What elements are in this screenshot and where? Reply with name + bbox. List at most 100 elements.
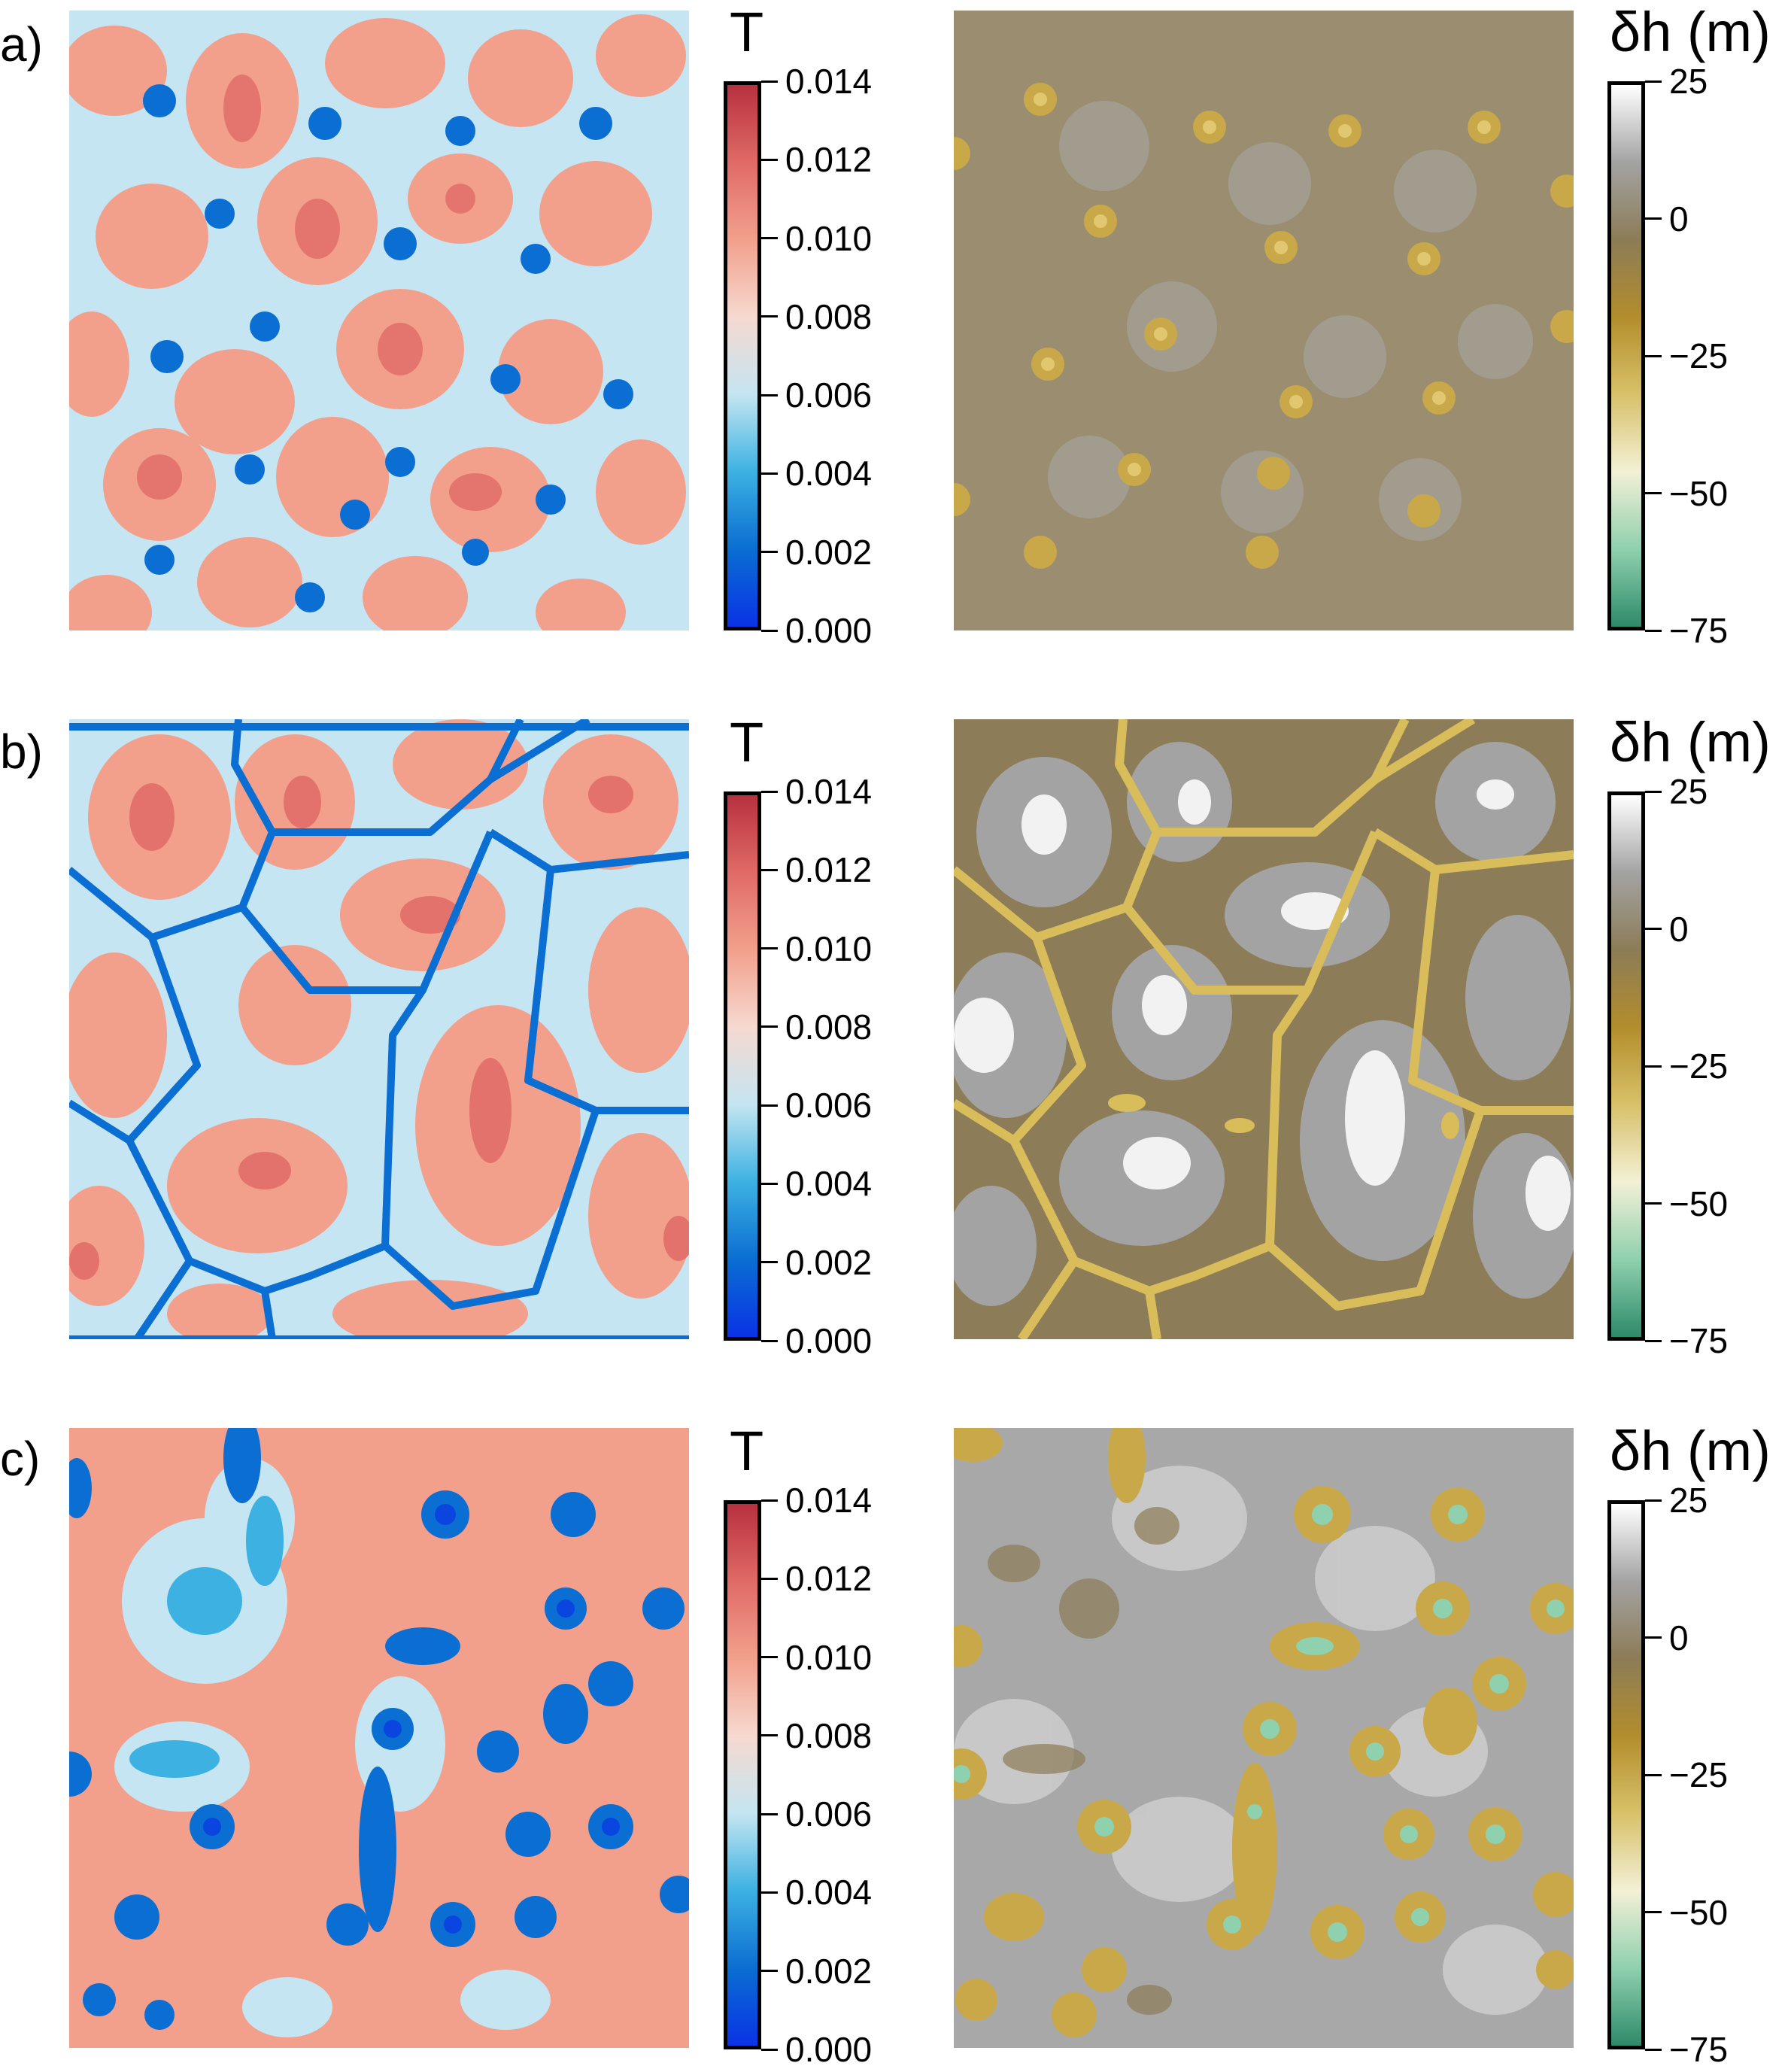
colorbar-T-tick-0-0 <box>761 629 778 632</box>
height-field-c <box>954 1428 1574 2048</box>
colorbar-T-tick-2-0 <box>761 2048 778 2051</box>
panel-label-c: c) <box>0 1432 41 1486</box>
colorbar-T-tick-label-1-1: 0.002 <box>785 1242 873 1282</box>
colorbar-dh-a <box>1607 81 1645 630</box>
colorbar-dh-tick-2-3 <box>1645 1911 1662 1913</box>
colorbar-dh-tick-0-4 <box>1645 629 1662 632</box>
colorbar-T-tick-2-4 <box>761 1734 778 1737</box>
colorbar-title-T-a: T <box>730 1 764 63</box>
colorbar-T-tick-0-7 <box>761 80 778 83</box>
temperature-map-b <box>69 719 689 1339</box>
colorbar-dh-tick-2-2 <box>1645 1773 1662 1776</box>
height-field-a <box>954 11 1574 630</box>
colorbar-T-a <box>724 81 761 630</box>
colorbar-T-tick-label-2-0: 0.000 <box>785 2030 873 2069</box>
colorbar-dh-tick-2-1 <box>1645 1636 1662 1639</box>
colorbar-T-tick-2-6 <box>761 1577 778 1580</box>
colorbar-dh-tick-label-2-4: −75 <box>1669 2030 1729 2069</box>
colorbar-title-dh-a: δh (m) <box>1610 1 1771 63</box>
colorbar-T-tick-label-2-7: 0.014 <box>785 1481 873 1520</box>
colorbar-T-c <box>724 1500 761 2049</box>
colorbar-T-tick-label-0-7: 0.014 <box>785 62 873 101</box>
colorbar-dh-tick-label-1-4: −75 <box>1669 1321 1729 1360</box>
panel-label-a: a) <box>0 17 43 71</box>
temperature-field-a <box>69 11 689 630</box>
colorbar-T-tick-label-2-1: 0.002 <box>785 1951 873 1991</box>
height-map-c <box>954 1428 1574 2048</box>
colorbar-title-T-b: T <box>730 711 764 773</box>
colorbar-dh-tick-0-2 <box>1645 354 1662 357</box>
colorbar-T-tick-label-1-7: 0.014 <box>785 772 873 811</box>
colorbar-T-tick-0-1 <box>761 551 778 554</box>
colorbar-dh-tick-label-0-4: −75 <box>1669 611 1729 650</box>
colorbar-T-tick-0-3 <box>761 393 778 396</box>
temperature-field-c <box>69 1428 689 2048</box>
colorbar-dh-tick-label-0-3: −50 <box>1669 473 1729 513</box>
height-map-b <box>954 719 1574 1339</box>
colorbar-dh-tick-0-1 <box>1645 217 1662 220</box>
colorbar-dh-tick-label-2-2: −25 <box>1669 1755 1729 1794</box>
colorbar-T-tick-label-1-4: 0.008 <box>785 1007 873 1047</box>
colorbar-T-tick-1-0 <box>761 1339 778 1342</box>
colorbar-T-tick-2-7 <box>761 1499 778 1502</box>
colorbar-T-tick-label-1-3: 0.006 <box>785 1086 873 1126</box>
colorbar-dh-tick-0-0 <box>1645 80 1662 83</box>
temperature-map-c <box>69 1428 689 2048</box>
colorbar-T-tick-1-6 <box>761 868 778 871</box>
height-map-a <box>954 11 1574 630</box>
colorbar-T-tick-label-2-5: 0.010 <box>785 1637 873 1677</box>
colorbar-T-tick-label-0-3: 0.006 <box>785 375 873 415</box>
colorbar-T-tick-label-0-5: 0.010 <box>785 218 873 258</box>
colorbar-T-tick-1-4 <box>761 1025 778 1028</box>
colorbar-dh-tick-label-1-2: −25 <box>1669 1047 1729 1086</box>
colorbar-T-tick-0-6 <box>761 158 778 161</box>
colorbar-T-b <box>724 791 761 1341</box>
colorbar-dh-tick-label-2-3: −50 <box>1669 1892 1729 1932</box>
colorbar-dh-tick-1-1 <box>1645 928 1662 930</box>
colorbar-T-tick-label-1-2: 0.004 <box>785 1164 873 1204</box>
colorbar-T-tick-label-0-6: 0.012 <box>785 140 873 180</box>
colorbar-dh-tick-1-4 <box>1645 1339 1662 1342</box>
colorbar-dh-tick-label-1-0: 25 <box>1669 772 1708 811</box>
colorbar-dh-tick-1-3 <box>1645 1202 1662 1205</box>
temperature-field-b <box>69 719 689 1339</box>
colorbar-T-tick-label-0-0: 0.000 <box>785 611 873 650</box>
colorbar-T-tick-label-2-4: 0.008 <box>785 1715 873 1755</box>
colorbar-title-dh-c: δh (m) <box>1610 1420 1771 1482</box>
colorbar-dh-tick-label-1-3: −50 <box>1669 1183 1729 1223</box>
colorbar-T-tick-0-2 <box>761 472 778 475</box>
colorbar-dh-tick-1-2 <box>1645 1065 1662 1068</box>
colorbar-T-tick-label-2-6: 0.012 <box>785 1559 873 1599</box>
colorbar-dh-tick-label-0-1: 0 <box>1669 199 1689 238</box>
colorbar-T-tick-label-1-6: 0.012 <box>785 850 873 890</box>
colorbar-T-tick-label-1-5: 0.010 <box>785 928 873 968</box>
colorbar-T-tick-label-0-4: 0.008 <box>785 296 873 336</box>
colorbar-dh-tick-2-4 <box>1645 2048 1662 2051</box>
colorbar-dh-tick-label-2-0: 25 <box>1669 1481 1708 1520</box>
temperature-map-a <box>69 11 689 630</box>
colorbar-T-tick-label-1-0: 0.000 <box>785 1321 873 1360</box>
colorbar-dh-c <box>1607 1500 1645 2049</box>
colorbar-T-tick-1-5 <box>761 947 778 950</box>
colorbar-T-tick-label-2-3: 0.006 <box>785 1794 873 1834</box>
colorbar-T-tick-label-2-2: 0.004 <box>785 1873 873 1912</box>
colorbar-T-tick-2-1 <box>761 1970 778 1973</box>
colorbar-T-tick-1-7 <box>761 790 778 793</box>
colorbar-T-tick-label-0-2: 0.004 <box>785 454 873 494</box>
panel-label-b: b) <box>0 725 43 779</box>
colorbar-T-tick-2-3 <box>761 1812 778 1815</box>
height-field-b <box>954 719 1574 1339</box>
colorbar-dh-b <box>1607 791 1645 1341</box>
colorbar-dh-tick-label-2-1: 0 <box>1669 1618 1689 1657</box>
colorbar-dh-tick-label-1-1: 0 <box>1669 909 1689 949</box>
colorbar-T-tick-label-0-1: 0.002 <box>785 532 873 572</box>
colorbar-dh-tick-0-3 <box>1645 492 1662 494</box>
colorbar-title-T-c: T <box>730 1420 764 1482</box>
colorbar-dh-tick-2-0 <box>1645 1499 1662 1502</box>
colorbar-T-tick-1-2 <box>761 1182 778 1185</box>
colorbar-T-tick-1-3 <box>761 1104 778 1107</box>
colorbar-T-tick-2-5 <box>761 1656 778 1659</box>
colorbar-dh-tick-1-0 <box>1645 790 1662 793</box>
colorbar-title-dh-b: δh (m) <box>1610 711 1771 773</box>
colorbar-T-tick-1-1 <box>761 1261 778 1264</box>
